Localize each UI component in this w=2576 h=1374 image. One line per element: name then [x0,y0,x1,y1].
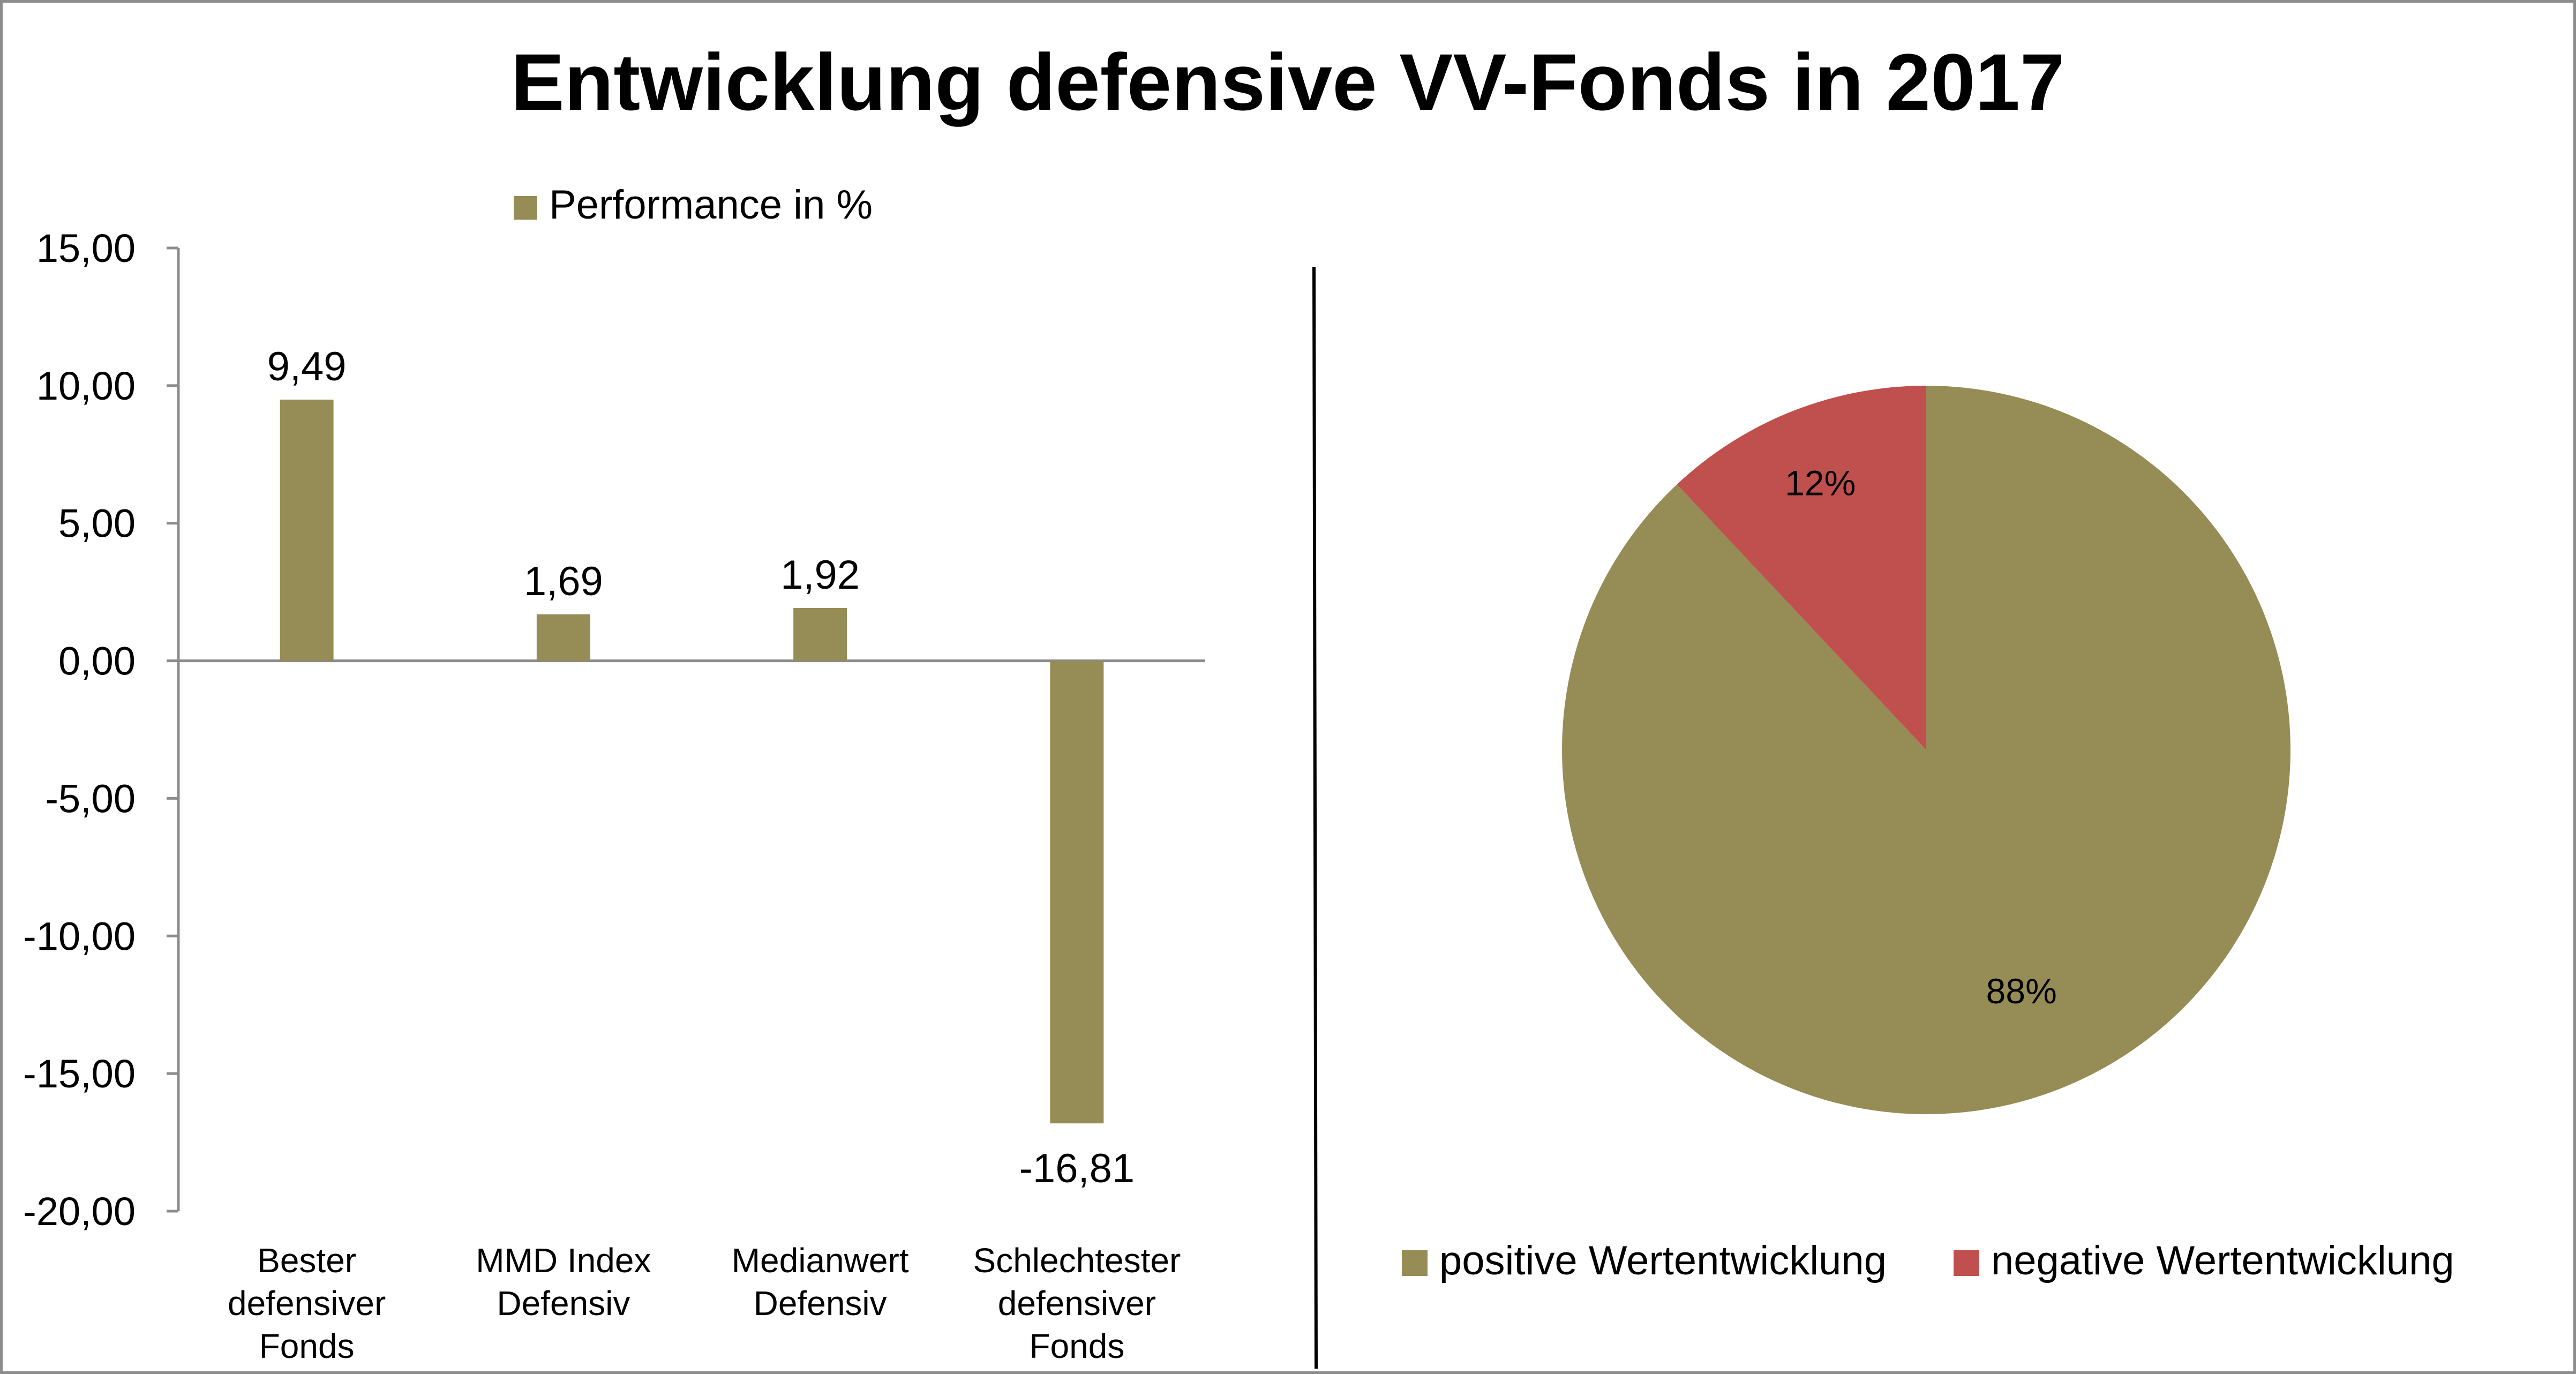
bar [280,400,334,661]
pie-legend-label: negative Wertentwicklung [1991,1238,2454,1283]
bar-data-label: -16,81 [1019,1146,1135,1191]
y-tick-label: -15,00 [23,1052,136,1096]
category-label: Fonds [259,1327,355,1365]
pie-slice-label: 12% [1785,463,1856,503]
pie-legend-swatch [1402,1250,1428,1276]
y-tick-label: 5,00 [58,501,136,546]
legend-label-performance: Performance in % [549,182,873,228]
legend-swatch-performance [514,196,537,220]
bar [1050,660,1104,1124]
bar [793,607,847,661]
category-label: MMD Index [476,1241,651,1280]
bar-data-label: 9,49 [267,344,347,389]
pie-slice [1677,386,1926,750]
bar [536,614,590,661]
category-label: Schlechtester [973,1241,1181,1280]
category-label: Defensiv [754,1284,887,1323]
bar-data-label: 1,69 [524,559,603,604]
y-tick-label: 10,00 [36,364,136,408]
pie-slice-label: 88% [1986,971,2057,1011]
pie-legend-label: positive Wertentwicklung [1439,1238,1887,1283]
category-label: Defensiv [497,1284,630,1323]
category-label: defensiver [998,1284,1156,1323]
category-label: Fonds [1029,1327,1124,1365]
y-tick-label: -5,00 [45,776,136,821]
bar-data-label: 1,92 [780,552,860,598]
pie-legend-swatch [1954,1250,1979,1276]
y-tick-label: 0,00 [58,639,136,684]
category-label: defensiver [228,1284,386,1323]
chart-divider [1312,266,1318,1369]
category-label: Bester [257,1241,356,1280]
chart-title: Entwicklung defensive VV-Fonds in 2017 [511,37,2065,127]
y-tick-label: 15,00 [36,226,136,271]
y-tick-label: -20,00 [23,1189,136,1234]
y-tick-label: -10,00 [23,914,136,958]
category-label: Medianwert [732,1241,909,1280]
